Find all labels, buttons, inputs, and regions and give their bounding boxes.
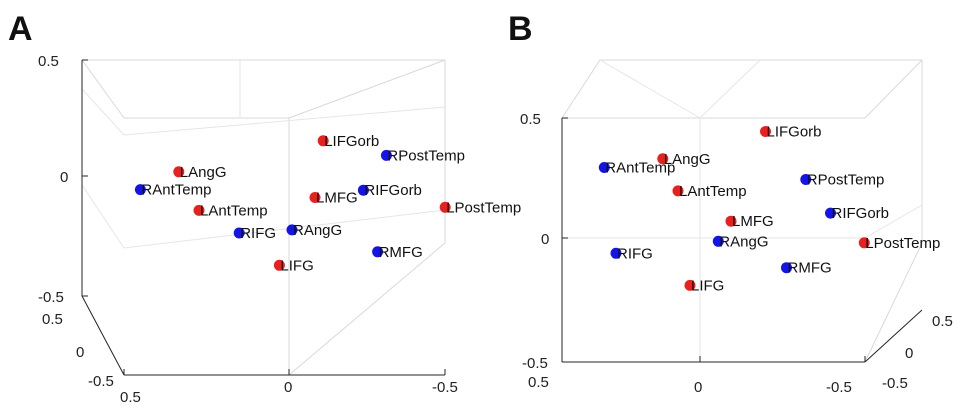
data-point-rmfg	[781, 262, 792, 274]
data-point-lposttemp	[439, 201, 451, 213]
data-point-langg	[173, 166, 185, 178]
data-point-langg	[657, 153, 669, 165]
data-point-label: LAngG	[180, 164, 227, 181]
panel-b-depth-tick-label: 0	[905, 345, 913, 362]
panel-b-back-edges	[561, 59, 923, 243]
data-point-label: LIFGorb	[324, 133, 379, 150]
panel-b-x-tick-label: 0.5	[528, 374, 549, 391]
data-point-lifgorb	[317, 135, 329, 147]
data-point-rifg	[233, 227, 245, 239]
panel-a: A 0.5 0 -0.5 0.5 0 -0.5 0.5 0 -0	[8, 10, 521, 406]
data-point-label: RIFG	[240, 225, 276, 242]
data-point-rposttemp	[800, 174, 812, 185]
panel-b-z-tick-label: -0.5	[522, 355, 548, 372]
panel-b-z-tick-label: 0.5	[520, 111, 541, 128]
data-point-label: RIFG	[617, 245, 653, 262]
data-point-label: LIFGorb	[767, 124, 822, 141]
data-point-lifg	[273, 259, 285, 271]
panel-a-depth-axis	[81, 295, 125, 376]
data-point-lposttemp	[858, 237, 870, 249]
data-point-rifgorb	[825, 207, 836, 219]
panel-a-depth-tick-label: 0.5	[42, 311, 63, 328]
panel-a-grid-line	[81, 88, 125, 136]
data-point-label: LIFG	[280, 257, 313, 274]
panel-a-depth-tick-label: -0.5	[88, 373, 114, 390]
data-point-lmfg	[309, 192, 321, 203]
data-point-rangg	[712, 235, 724, 247]
data-point-rifg	[610, 247, 622, 259]
panel-b-grid-line	[864, 204, 923, 239]
data-point-label: LMFG	[316, 190, 358, 207]
data-point-label: RIFGorb	[832, 205, 890, 222]
data-point-ranttemp	[598, 162, 610, 173]
data-point-label: LPostTemp	[446, 199, 521, 216]
panel-b: B 0.5 0 -0.5 0.5 0 -0.5 0.5 0 -0.5 LI	[508, 10, 953, 396]
data-point-rangg	[286, 224, 298, 236]
panel-b-grid-line	[699, 59, 761, 119]
panel-a-top-right-edge	[288, 59, 446, 119]
data-point-label: LAntTemp	[679, 183, 747, 200]
panel-a-grid-line	[81, 184, 125, 249]
panel-a-x-tick-label: 0.5	[120, 389, 141, 406]
data-point-label: RAntTemp	[141, 182, 211, 199]
data-point-label: RAntTemp	[605, 160, 675, 177]
data-point-lanttemp	[193, 204, 205, 216]
panel-a-back-edges	[82, 59, 446, 376]
data-point-rifgorb	[357, 184, 369, 196]
data-point-label: RMFG	[379, 244, 423, 261]
panel-a-depth-tick-label: 0	[76, 344, 84, 361]
panel-a-grid-line	[123, 209, 446, 249]
data-point-label: LMFG	[732, 213, 774, 230]
panel-b-depth-axis	[864, 309, 923, 363]
data-point-lanttemp	[672, 185, 684, 197]
panel-b-back-right-edge	[864, 242, 923, 363]
panel-b-top-right-edge	[864, 59, 923, 119]
data-point-lifg	[684, 279, 696, 291]
panel-b-x-tick-label: -0.5	[826, 379, 852, 396]
data-point-label: RIFGorb	[364, 182, 422, 199]
data-point-rposttemp	[380, 149, 392, 161]
panel-b-depth-tick-label: 0.5	[932, 313, 953, 330]
panel-a-top-left-edge	[81, 59, 125, 119]
panel-a-z-tick-label: -0.5	[38, 289, 64, 306]
data-point-label: RAngG	[719, 233, 768, 250]
data-point-lifgorb	[760, 126, 771, 137]
data-point-rmfg	[372, 246, 384, 258]
panel-a-x-tick-label: -0.5	[432, 379, 458, 396]
data-point-label: RMFG	[788, 260, 832, 277]
data-point-label: LAngG	[664, 151, 711, 168]
panel-b-z-tick-label: 0	[541, 231, 549, 248]
panel-b-letter: B	[508, 10, 533, 48]
data-point-label: LPostTemp	[865, 235, 940, 252]
panel-a-grid-line	[123, 106, 446, 136]
panel-b-depth-tick-label: -0.5	[882, 375, 908, 392]
panel-a-z-tick-label: 0.5	[38, 53, 59, 70]
data-point-lmfg	[725, 215, 737, 227]
data-point-label: RAngG	[293, 222, 342, 239]
data-point-ranttemp	[134, 184, 146, 196]
panel-a-letter: A	[8, 10, 33, 48]
data-point-label: RPostTemp	[387, 147, 465, 164]
panel-b-x-tick-label: 0	[694, 379, 702, 396]
data-point-label: LAntTemp	[200, 202, 268, 219]
panel-a-x-tick-label: 0	[284, 379, 292, 396]
data-point-label: RPostTemp	[807, 172, 885, 189]
data-point-label: LIFG	[691, 277, 724, 294]
panel-b-grid-line	[599, 59, 701, 119]
panel-a-z-tick-label: 0	[60, 169, 68, 186]
